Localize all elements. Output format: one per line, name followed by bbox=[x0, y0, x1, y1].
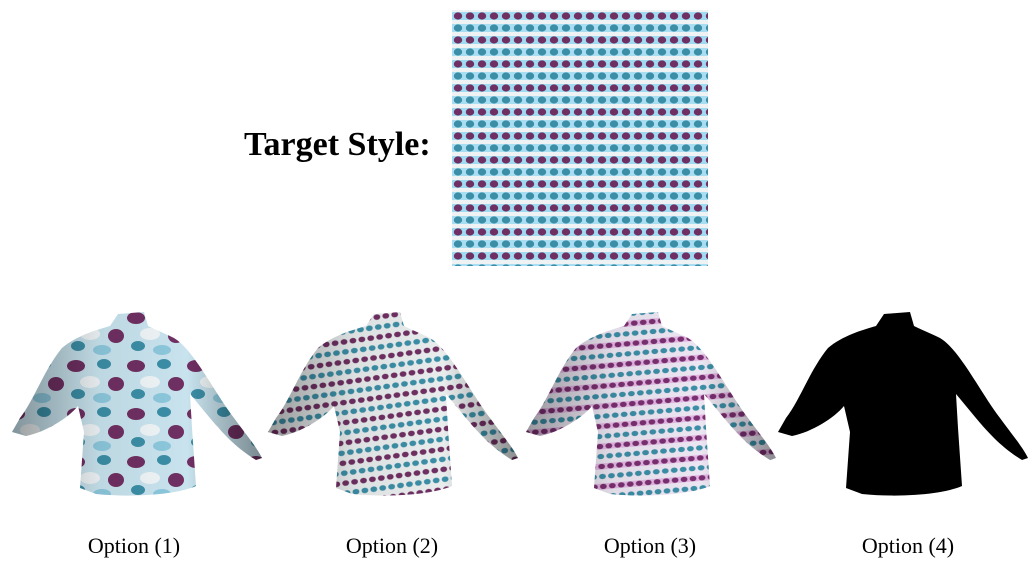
target-style-label: Target Style: bbox=[244, 126, 431, 163]
option-3-caption: Option (3) bbox=[603, 533, 697, 558]
option-4-sweater-render bbox=[778, 312, 1028, 496]
option-4-caption: Option (4) bbox=[861, 533, 955, 558]
option-3-sweater-render bbox=[526, 312, 776, 496]
target-style-swatch bbox=[452, 10, 708, 266]
option-1-caption: Option (1) bbox=[87, 533, 181, 558]
option-2-caption: Option (2) bbox=[345, 533, 439, 558]
option-1-sweater-render bbox=[12, 312, 262, 496]
option-2-sweater-render bbox=[268, 312, 518, 496]
